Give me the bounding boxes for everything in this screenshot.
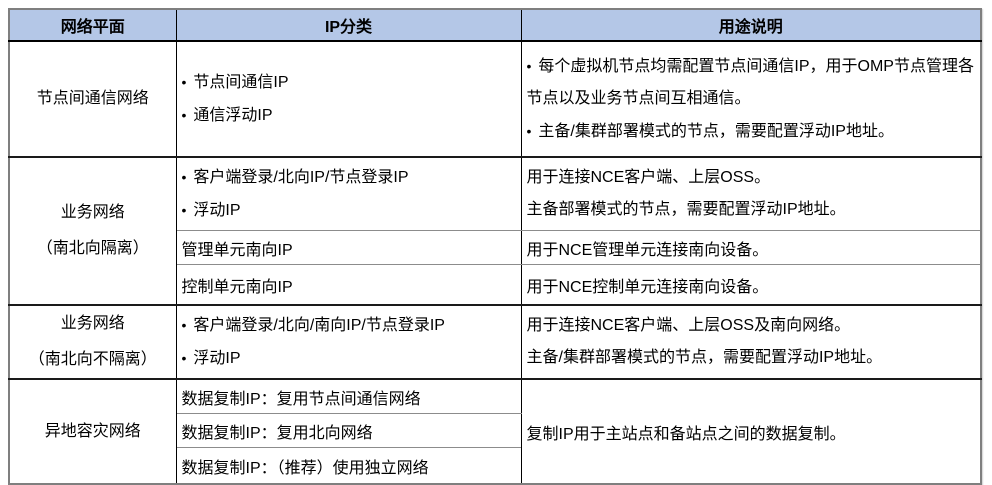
ip-item-label: 客户端登录/北向IP/节点登录IP <box>193 169 409 186</box>
ip-cell: 数据复制IP：（推荐）使用独立网络 <box>175 447 522 485</box>
bullet-icon: • <box>181 74 187 90</box>
plane-cell: 节点间通信网络 <box>8 40 177 158</box>
plane-cell: 异地容灾网络 <box>8 378 177 485</box>
usage-cell: • 每个虚拟机节点均需配置节点间通信IP，用于OMP节点管理各节点以及业务节点间互… <box>520 40 982 158</box>
list-item: • 通信浮动IP <box>182 99 516 132</box>
list-item: • 节点间通信IP <box>182 66 516 99</box>
usage-cell: 用于NCE控制单元连接南向设备。 <box>520 264 982 306</box>
bullet-icon: • <box>181 350 187 366</box>
ip-item-label: 节点间通信IP <box>193 74 289 91</box>
bullet-icon: • <box>181 202 187 218</box>
usage-cell: 用于NCE管理单元连接南向设备。 <box>520 230 982 265</box>
table-subrow: 控制单元南向IP 用于NCE控制单元连接南向设备。 <box>9 264 982 306</box>
header-network-plane: 网络平面 <box>8 8 177 42</box>
ip-item-label: 数据复制IP：复用节点间通信网络 <box>181 390 421 408</box>
table-subrow: 管理单元南向IP 用于NCE管理单元连接南向设备。 <box>9 230 982 265</box>
list-item: • 主备/集群部署模式的节点，需要配置浮动IP地址。 <box>527 115 976 148</box>
header-row: 网络平面 IP分类 用途说明 <box>8 8 982 42</box>
usage-text: 用于连接NCE客户端、上层OSS。 <box>526 169 771 186</box>
bullet-icon: • <box>526 58 532 74</box>
table-row-dr-network: 异地容灾网络 数据复制IP：复用节点间通信网络 复制IP用于主站点和备站点之间的… <box>8 378 982 485</box>
bullet-icon: • <box>526 123 532 139</box>
ip-cell: • 节点间通信IP • 通信浮动IP <box>175 40 522 158</box>
plane-label: 异地容灾网络 <box>44 422 141 440</box>
usage-text: 主备/集群部署模式的节点，需要配置浮动IP地址。 <box>526 349 883 366</box>
ip-item-label: 客户端登录/北向/南向IP/节点登录IP <box>193 317 445 334</box>
ip-item-label: 通信浮动IP <box>193 107 273 124</box>
ip-item-label: 浮动IP <box>193 202 241 219</box>
usage-text: 用于连接NCE客户端、上层OSS及南向网络。 <box>526 317 851 334</box>
plane-label-line: 业务网络 <box>60 204 125 221</box>
ip-cell: • 客户端登录/北向/南向IP/节点登录IP • 浮动IP <box>175 304 522 380</box>
table-subrow: 数据复制IP：复用北向网络 <box>9 413 981 448</box>
list-item: • 每个虚拟机节点均需配置节点间通信IP，用于OMP节点管理各节点以及业务节点间互… <box>527 50 976 115</box>
usage-cell-merged: 复制IP用于主站点和备站点之间的数据复制。 <box>520 378 982 485</box>
usage-cell: 用于连接NCE客户端、上层OSS及南向网络。 主备/集群部署模式的节点，需要配置… <box>520 304 982 380</box>
list-item: • 客户端登录/北向/南向IP/节点登录IP <box>182 309 516 342</box>
list-item: • 客户端登录/北向IP/节点登录IP <box>182 161 516 194</box>
network-planning-table: 网络平面 IP分类 用途说明 节点间通信网络 • 节点间通信IP • 通信浮动IP … <box>8 8 982 485</box>
ip-cell: 管理单元南向IP <box>175 230 522 265</box>
ip-item-label: 管理单元南向IP <box>181 241 293 259</box>
ip-item-label: 数据复制IP：复用北向网络 <box>181 424 373 442</box>
table-row-service-isolated: 业务网络 （南北向隔离） • 客户端登录/北向IP/节点登录IP • 浮动IP 用于… <box>8 156 982 306</box>
bullet-icon: • <box>181 107 187 123</box>
usage-text: 每个虚拟机节点均需配置节点间通信IP，用于OMP节点管理各节点以及业务节点间互相… <box>526 58 974 107</box>
ip-item-label: 数据复制IP：（推荐）使用独立网络 <box>181 459 429 477</box>
plane-label-line: （南北向隔离） <box>36 240 149 257</box>
ip-cell: 数据复制IP：复用北向网络 <box>175 413 522 448</box>
table-row-service-nonisolated: 业务网络 （南北向不隔离） • 客户端登录/北向/南向IP/节点登录IP • 浮动I… <box>8 304 982 380</box>
plane-label: 节点间通信网络 <box>36 90 149 107</box>
bullet-icon: • <box>181 169 187 185</box>
usage-text: 主备部署模式的节点，需要配置浮动IP地址。 <box>526 201 846 218</box>
usage-cell: 用于连接NCE客户端、上层OSS。 主备部署模式的节点，需要配置浮动IP地址。 <box>520 156 982 231</box>
ip-item-label: 控制单元南向IP <box>181 278 293 296</box>
header-ip-category: IP分类 <box>175 8 522 42</box>
plane-cell: 业务网络 （南北向隔离） <box>8 156 177 306</box>
plane-label-line: （南北向不隔离） <box>28 351 157 368</box>
bullet-icon: • <box>181 317 187 333</box>
ip-item-label: 浮动IP <box>193 350 241 367</box>
usage-text: 用于NCE控制单元连接南向设备。 <box>526 278 769 296</box>
usage-text: 用于NCE管理单元连接南向设备。 <box>526 241 769 259</box>
ip-cell: • 客户端登录/北向IP/节点登录IP • 浮动IP <box>175 156 522 231</box>
list-item: • 浮动IP <box>182 194 516 227</box>
table-row-internode: 节点间通信网络 • 节点间通信IP • 通信浮动IP • 每个虚拟机节点均需配置节点间… <box>8 40 982 158</box>
ip-cell: 控制单元南向IP <box>175 264 522 306</box>
list-item: • 浮动IP <box>182 342 516 375</box>
plane-cell: 业务网络 （南北向不隔离） <box>8 304 177 380</box>
ip-cell: 数据复制IP：复用节点间通信网络 <box>175 378 522 414</box>
header-usage: 用途说明 <box>520 8 982 42</box>
plane-label-line: 业务网络 <box>60 315 125 332</box>
usage-text: 复制IP用于主站点和备站点之间的数据复制。 <box>526 425 846 443</box>
usage-text: 主备/集群部署模式的节点，需要配置浮动IP地址。 <box>538 123 894 140</box>
